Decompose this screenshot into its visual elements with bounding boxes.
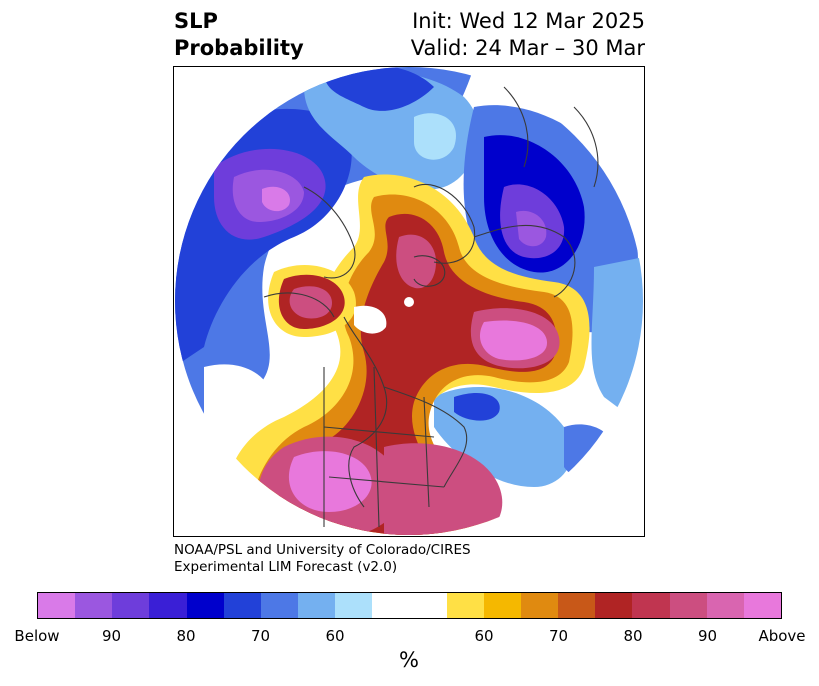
colorbar-segment — [483, 593, 522, 618]
colorbar-segment — [149, 593, 187, 618]
colorbar-segment — [112, 593, 150, 618]
colorbar-segment — [706, 593, 744, 618]
colorbar-segment — [260, 593, 299, 618]
title-product: Probability — [174, 36, 304, 60]
colorbar-tick-label: 60 — [474, 627, 494, 645]
probability-field — [175, 67, 643, 535]
colorbar-segment — [75, 593, 113, 618]
colorbar-segment — [223, 593, 261, 618]
colorbar-segment — [595, 593, 633, 618]
colorbar-segment — [298, 593, 336, 618]
colorbar-segment — [743, 593, 782, 618]
credit-org: NOAA/PSL and University of Colorado/CIRE… — [174, 542, 471, 558]
credit-product: Experimental LIM Forecast (v2.0) — [174, 559, 398, 575]
colorbar-segment — [186, 593, 224, 618]
coastlines — [263, 86, 599, 528]
colorbar-tick-label: 90 — [101, 627, 122, 645]
probability-map-svg — [175, 67, 643, 535]
colorbar — [37, 592, 782, 619]
colorbar-tick-label: 70 — [548, 627, 569, 645]
colorbar-segment — [335, 593, 373, 618]
colorbar-segment — [669, 593, 707, 618]
colorbar-tick-label: 80 — [623, 627, 643, 645]
colorbar-segment — [446, 593, 484, 618]
colorbar-segment — [558, 593, 596, 618]
colorbar-segment — [38, 593, 76, 618]
colorbar-tick-label: Below — [14, 627, 60, 645]
colorbar-segment — [632, 593, 670, 618]
title-variable: SLP — [174, 9, 218, 33]
colorbar-tick-label: Above — [758, 627, 806, 645]
title-left: SLP Probability — [174, 8, 304, 62]
init-date: Init: Wed 12 Mar 2025 — [412, 9, 645, 33]
title-right: Init: Wed 12 Mar 2025 Valid: 24 Mar – 30… — [411, 8, 645, 62]
pole-marker — [404, 297, 414, 307]
colorbar-segment — [521, 593, 559, 618]
colorbar-tick-label: 80 — [176, 627, 196, 645]
colorbar-segment — [372, 593, 447, 618]
colorbar-tick-label: 70 — [250, 627, 271, 645]
colorbar-tick-label: 60 — [325, 627, 345, 645]
colorbar-tick-label: 90 — [697, 627, 718, 645]
colorbar-unit: % — [399, 648, 419, 672]
polar-map — [173, 66, 645, 537]
credit: NOAA/PSL and University of Colorado/CIRE… — [174, 542, 471, 576]
valid-range: Valid: 24 Mar – 30 Mar — [410, 36, 645, 60]
